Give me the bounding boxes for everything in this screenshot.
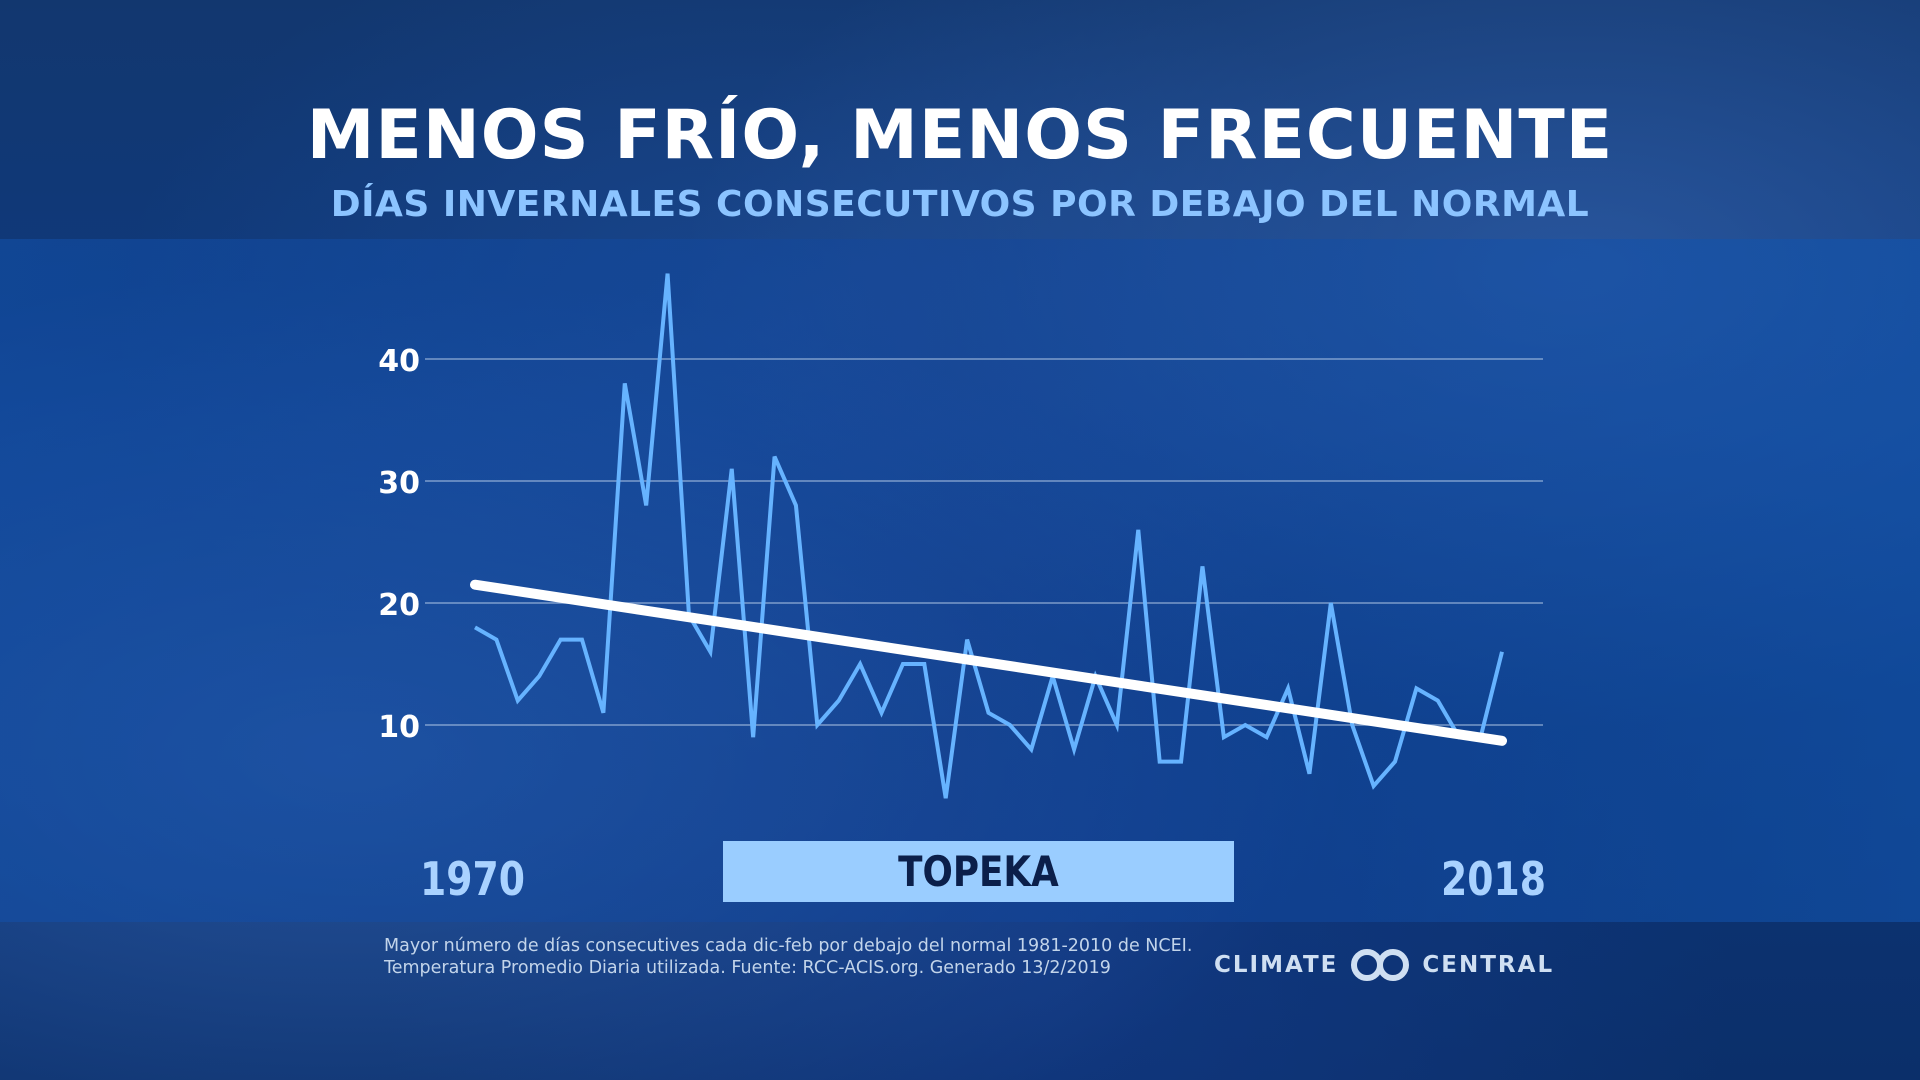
chart-band xyxy=(0,239,1920,922)
climate-central-logo: CLIMATE CENTRAL xyxy=(1214,948,1554,982)
trend-line xyxy=(470,579,1507,746)
footnote: Mayor número de días consecutives cada d… xyxy=(384,935,1192,979)
y-tick-label: 30 xyxy=(378,466,420,501)
footnote-line-1: Mayor número de días consecutives cada d… xyxy=(384,936,1193,956)
footnote-line-2: Temperatura Promedio Diaria utilizada. F… xyxy=(384,958,1111,978)
y-tick-labels: 10 20 30 40 xyxy=(378,344,420,745)
series-line xyxy=(474,273,1504,799)
trend-group xyxy=(470,579,1507,746)
logo-rings-icon xyxy=(1351,949,1410,981)
y-tick-label: 10 xyxy=(378,710,420,745)
logo-text-central: CENTRAL xyxy=(1422,952,1555,978)
location-label: TOPEKA xyxy=(723,841,1234,902)
chart-subtitle: DÍAS INVERNALES CONSECUTIVOS POR DEBAJO … xyxy=(330,184,1590,225)
x-end-label: 2018 xyxy=(1441,852,1546,906)
series-group xyxy=(474,273,1504,799)
y-tick-label: 40 xyxy=(378,344,420,379)
x-start-label: 1970 xyxy=(420,852,525,906)
logo-text-climate: CLIMATE xyxy=(1214,952,1339,978)
y-tick-label: 20 xyxy=(378,588,420,623)
chart-title: MENOS FRÍO, MENOS FRECUENTE xyxy=(306,96,1614,175)
